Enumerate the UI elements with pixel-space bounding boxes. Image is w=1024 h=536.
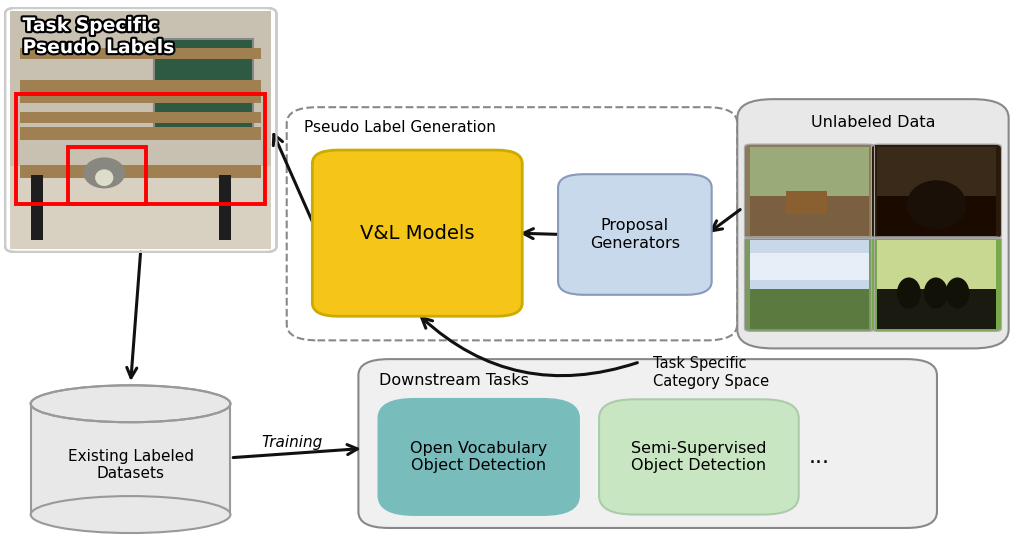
FancyBboxPatch shape — [558, 174, 712, 295]
Ellipse shape — [95, 169, 114, 186]
Ellipse shape — [906, 180, 967, 229]
FancyBboxPatch shape — [750, 196, 869, 236]
Bar — [750, 253, 869, 280]
Text: Existing Labeled
Datasets: Existing Labeled Datasets — [68, 449, 194, 481]
FancyBboxPatch shape — [20, 90, 261, 102]
FancyBboxPatch shape — [20, 127, 261, 140]
FancyBboxPatch shape — [750, 288, 869, 329]
FancyBboxPatch shape — [20, 165, 261, 177]
Text: Open Vocabulary
Object Detection: Open Vocabulary Object Detection — [410, 441, 548, 473]
Text: Pseudo Label Generation: Pseudo Label Generation — [304, 120, 496, 135]
Ellipse shape — [31, 496, 230, 533]
Text: Task Specific
Category Space: Task Specific Category Space — [653, 356, 769, 389]
FancyBboxPatch shape — [154, 39, 253, 130]
FancyBboxPatch shape — [750, 147, 869, 196]
Ellipse shape — [897, 278, 921, 309]
FancyBboxPatch shape — [5, 8, 276, 252]
FancyBboxPatch shape — [744, 144, 874, 239]
Ellipse shape — [924, 278, 948, 309]
FancyBboxPatch shape — [599, 399, 799, 515]
FancyBboxPatch shape — [744, 237, 874, 331]
Bar — [68, 147, 146, 204]
FancyBboxPatch shape — [871, 144, 1001, 239]
Bar — [16, 94, 265, 204]
Bar — [31, 404, 230, 515]
Text: Task Specific
Pseudo Labels: Task Specific Pseudo Labels — [23, 16, 174, 57]
FancyBboxPatch shape — [877, 147, 996, 196]
FancyBboxPatch shape — [312, 150, 522, 316]
FancyBboxPatch shape — [31, 175, 43, 240]
FancyBboxPatch shape — [750, 240, 869, 288]
Ellipse shape — [945, 278, 970, 309]
FancyBboxPatch shape — [358, 359, 937, 528]
FancyBboxPatch shape — [379, 399, 579, 515]
FancyBboxPatch shape — [737, 99, 1009, 348]
FancyBboxPatch shape — [20, 80, 261, 91]
Bar — [750, 240, 869, 288]
FancyBboxPatch shape — [219, 175, 231, 240]
FancyBboxPatch shape — [10, 166, 271, 249]
Text: Semi-Supervised
Object Detection: Semi-Supervised Object Detection — [631, 441, 767, 473]
FancyBboxPatch shape — [877, 240, 996, 288]
FancyBboxPatch shape — [877, 288, 996, 329]
Text: V&L Models: V&L Models — [360, 224, 474, 243]
Text: Downstream Tasks: Downstream Tasks — [379, 373, 528, 388]
Text: Proposal
Generators: Proposal Generators — [590, 218, 680, 251]
Text: Training: Training — [261, 435, 323, 450]
FancyBboxPatch shape — [877, 196, 996, 236]
Ellipse shape — [31, 385, 230, 422]
Bar — [785, 191, 827, 214]
Text: ...: ... — [809, 447, 829, 467]
Text: Unlabeled Data: Unlabeled Data — [811, 115, 935, 130]
FancyBboxPatch shape — [20, 48, 261, 58]
Ellipse shape — [83, 158, 125, 189]
FancyBboxPatch shape — [871, 237, 1001, 331]
FancyBboxPatch shape — [10, 11, 271, 166]
FancyBboxPatch shape — [20, 112, 261, 123]
